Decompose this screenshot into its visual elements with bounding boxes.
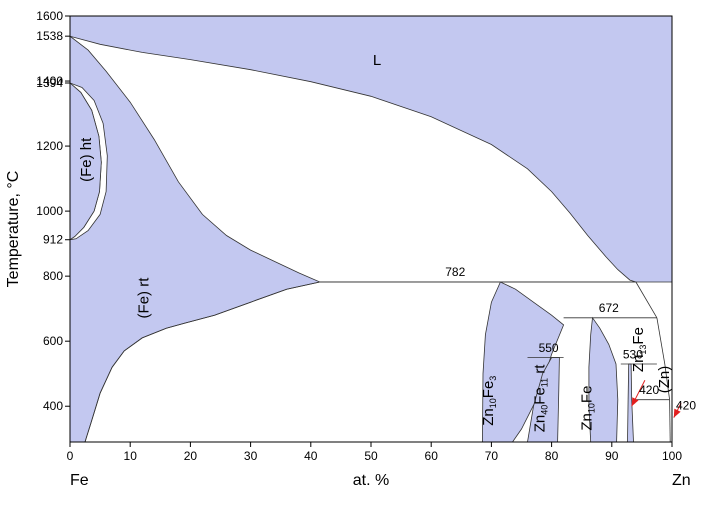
region-label: (Fe) ht: [78, 137, 95, 182]
y-tick-label: 1538: [36, 29, 63, 43]
y-tick-label: 800: [43, 269, 63, 283]
zn-solvus-line: [669, 399, 671, 442]
x-tick-label: 40: [304, 449, 318, 463]
y-tick-label: 1394: [36, 76, 63, 90]
region-label: (Fe) rt: [135, 277, 152, 319]
x-tick-label: 50: [364, 449, 378, 463]
isotherm-label: 672: [599, 301, 619, 315]
x-tick-label: 70: [485, 449, 499, 463]
zn-arrow-head: [673, 408, 681, 418]
zn10fe-region: [588, 316, 619, 442]
x-left-element: Fe: [70, 472, 89, 489]
zn13fe-arrow-head: [631, 397, 639, 407]
y-axis-title: Temperature, °C: [5, 171, 22, 288]
fe-solvus-line: [84, 281, 320, 442]
zn10fe3-region: [481, 281, 565, 442]
x-right-element: Zn: [672, 472, 691, 489]
region-label: (Zn): [656, 366, 673, 394]
liquid-plus-fe-field: [70, 35, 637, 283]
y-tick-label: 1600: [36, 9, 63, 23]
isotherm-label: 550: [539, 341, 559, 355]
y-tick-label: 600: [43, 334, 63, 348]
fe-ht-region: [70, 82, 102, 241]
isotherm-label: 420: [639, 383, 659, 397]
x-tick-label: 100: [662, 449, 682, 463]
liquidus-zn-lower: [656, 317, 670, 400]
region-label: Zn10Fe: [578, 386, 596, 431]
x-tick-label: 60: [425, 449, 439, 463]
x-tick-label: 20: [184, 449, 198, 463]
region-label: L: [373, 52, 381, 69]
labels-layer: 0 10 20 30 40 50 60 70 80 90 100 400 600 800 912 1000 12…: [5, 9, 696, 489]
region-label: Zn40Fe11 rt: [531, 364, 549, 433]
x-tick-label: 80: [545, 449, 559, 463]
x-tick-label: 30: [244, 449, 258, 463]
x-tick-label: 90: [605, 449, 619, 463]
isotherm-label: 782: [445, 265, 465, 279]
y-tick-label: 1200: [36, 139, 63, 153]
x-axis-title: at. %: [353, 472, 389, 489]
liquidus-zn-upper: [635, 281, 658, 319]
plot-content: [70, 16, 672, 442]
y-tick-label: 1400: [36, 74, 63, 88]
plot-area: [65, 15, 682, 447]
region-label: Zn10Fe3: [480, 376, 498, 426]
region-label: Zn13Fe: [630, 327, 648, 372]
x-tick-label: 10: [124, 449, 138, 463]
y-tick-label: 400: [43, 399, 63, 413]
y-tick-label: 1000: [36, 204, 63, 218]
isotherm-label: 530: [623, 347, 643, 361]
x-tick-label: 0: [67, 449, 74, 463]
y-tick-label: 912: [43, 233, 63, 247]
isotherm-label: 420: [676, 398, 696, 412]
